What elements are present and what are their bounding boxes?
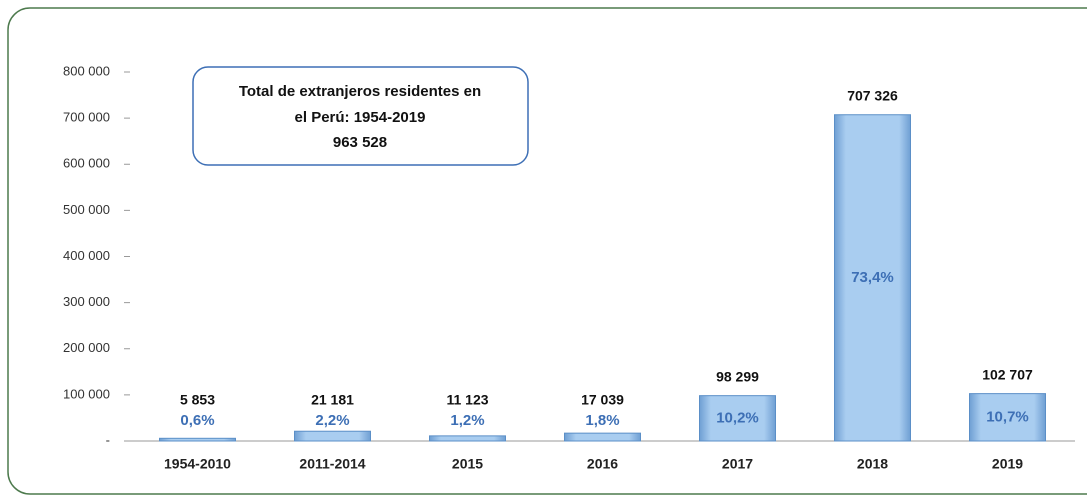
bar <box>159 437 236 442</box>
bar <box>564 432 641 442</box>
bar <box>969 393 1046 442</box>
value-label: 17 039 <box>581 392 624 408</box>
annotation-line: el Perú: 1954-2019 <box>295 109 426 126</box>
x-tick-label: 2011-2014 <box>299 456 365 472</box>
x-tick-label: 1954-2010 <box>164 456 231 472</box>
annotation-line: Total de extranjeros residentes en <box>239 83 481 100</box>
bar <box>294 430 371 442</box>
share-label: 10,2% <box>716 409 759 426</box>
x-tick-label: 2015 <box>452 456 483 472</box>
annotation-box <box>192 66 529 166</box>
y-tick-label: 400 000 <box>63 248 110 263</box>
y-tick-label: - <box>106 432 110 447</box>
annotation-line: 963 528 <box>333 134 387 151</box>
x-tick-label: 2017 <box>722 456 753 472</box>
x-tick-label: 2019 <box>992 456 1023 472</box>
share-label: 73,4% <box>851 269 894 286</box>
share-label: 0,6% <box>180 412 214 429</box>
bar <box>429 435 506 442</box>
y-tick-label: 800 000 <box>63 63 110 78</box>
y-tick-label: 200 000 <box>63 340 110 355</box>
bar <box>699 395 776 442</box>
share-label: 1,2% <box>450 412 484 429</box>
y-tick-label: 100 000 <box>63 386 110 401</box>
share-label: 1,8% <box>585 412 619 429</box>
x-tick-label: 2016 <box>587 456 618 472</box>
y-tick-label: 300 000 <box>63 294 110 309</box>
value-label: 98 299 <box>716 368 759 384</box>
value-label: 21 181 <box>311 392 354 408</box>
value-label: 5 853 <box>180 392 215 408</box>
share-label: 10,7% <box>986 408 1029 425</box>
y-tick-label: 500 000 <box>63 202 110 217</box>
value-label: 102 707 <box>982 366 1033 382</box>
value-label: 11 123 <box>446 392 488 408</box>
bar <box>834 114 911 442</box>
chart-frame <box>7 7 1087 495</box>
y-tick-label: 700 000 <box>63 110 110 125</box>
value-label: 707 326 <box>847 87 898 103</box>
x-tick-label: 2018 <box>857 456 888 472</box>
y-tick-label: 600 000 <box>63 156 110 171</box>
share-label: 2,2% <box>315 412 349 429</box>
